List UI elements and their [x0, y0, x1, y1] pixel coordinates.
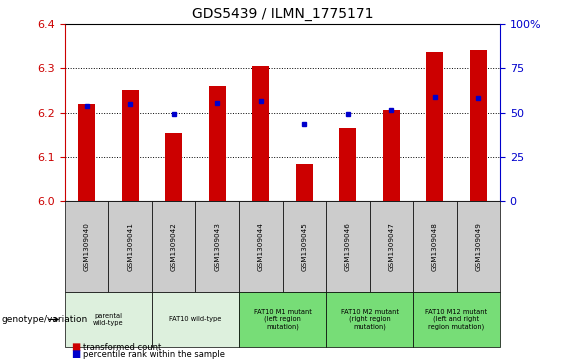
Text: transformed count: transformed count: [83, 343, 161, 352]
Text: FAT10 M2 mutant
(right region
mutation): FAT10 M2 mutant (right region mutation): [341, 309, 398, 330]
Text: genotype/variation: genotype/variation: [1, 315, 88, 324]
Bar: [252, 66, 270, 201]
Bar: [426, 53, 444, 201]
Bar: [383, 110, 400, 201]
Text: GSM1309046: GSM1309046: [345, 223, 351, 271]
Text: FAT10 M1 mutant
(left region
mutation): FAT10 M1 mutant (left region mutation): [254, 309, 311, 330]
Bar: [470, 50, 487, 201]
Bar: [78, 104, 95, 201]
Text: GSM1309043: GSM1309043: [214, 223, 220, 271]
Text: GSM1309047: GSM1309047: [388, 223, 394, 271]
Bar: [165, 132, 182, 201]
Text: parental
wild-type: parental wild-type: [93, 313, 124, 326]
Bar: [339, 128, 357, 201]
Text: GSM1309048: GSM1309048: [432, 223, 438, 271]
Text: FAT10 wild-type: FAT10 wild-type: [170, 317, 221, 322]
Text: ■: ■: [71, 349, 80, 359]
Title: GDS5439 / ILMN_1775171: GDS5439 / ILMN_1775171: [192, 7, 373, 21]
Text: GSM1309049: GSM1309049: [475, 223, 481, 271]
Bar: [295, 164, 313, 201]
Text: ■: ■: [71, 342, 80, 352]
Bar: [121, 90, 139, 201]
Text: GSM1309041: GSM1309041: [127, 223, 133, 271]
Bar: [208, 86, 226, 201]
Text: GSM1309042: GSM1309042: [171, 223, 177, 271]
Text: GSM1309040: GSM1309040: [84, 223, 90, 271]
Text: GSM1309045: GSM1309045: [301, 223, 307, 271]
Text: FAT10 M12 mutant
(left and right
region mutation): FAT10 M12 mutant (left and right region …: [425, 309, 488, 330]
Text: percentile rank within the sample: percentile rank within the sample: [83, 350, 225, 359]
Text: GSM1309044: GSM1309044: [258, 223, 264, 271]
